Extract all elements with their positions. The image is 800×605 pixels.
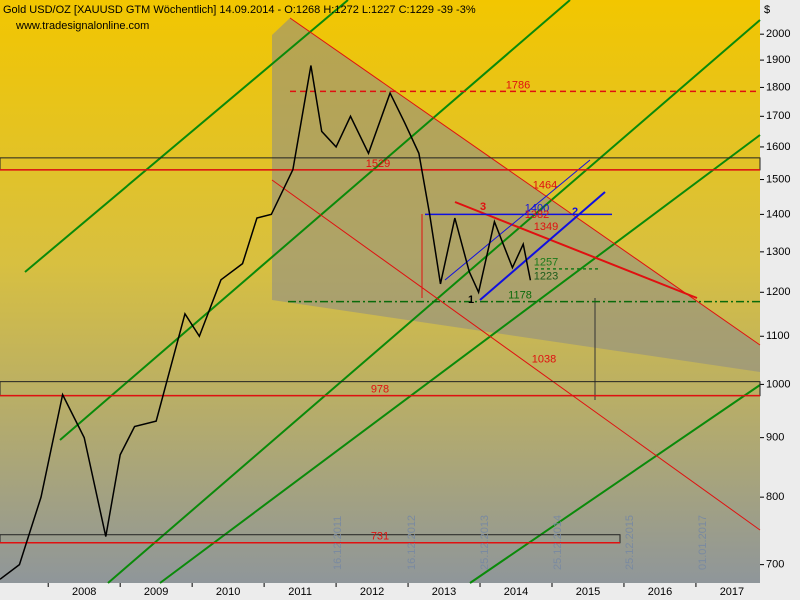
wave-label: 3 (480, 201, 486, 213)
x-tick-label: 2009 (144, 586, 168, 598)
y-axis-panel (760, 0, 800, 600)
y-tick-label: 1300 (766, 246, 790, 258)
y-tick-label: 1700 (766, 110, 790, 122)
x-tick-label: 2014 (504, 586, 528, 598)
x-tick-label: 2012 (360, 586, 384, 598)
level-label: 1382 (525, 209, 549, 221)
blue-channel (479, 191, 606, 301)
y-tick-label: 1100 (766, 330, 790, 342)
red-channel (271, 17, 761, 531)
y-tick-label: 700 (766, 559, 784, 571)
y-tick-label: 1900 (766, 54, 790, 66)
price-line (0, 65, 532, 580)
y-tick-label: 1800 (766, 81, 790, 93)
x-axis-panel (0, 583, 760, 600)
level-label: 1464 (533, 180, 557, 192)
date-label: 25.12.2015 (624, 515, 636, 570)
date-label: 25.12.2013 (479, 515, 491, 570)
y-tick-label: 1000 (766, 378, 790, 390)
level-label: 1257 (534, 257, 558, 269)
level-label: 978 (371, 384, 389, 396)
green-lines (24, 0, 761, 584)
level-label: 1400 (525, 202, 549, 214)
level-label: 1529 (366, 158, 390, 170)
y-tick-label: 1400 (766, 208, 790, 220)
date-label: 16.12.2012 (406, 515, 418, 570)
channel-band (272, 18, 760, 372)
level-label: 1349 (534, 221, 558, 233)
y-tick-label: 1600 (766, 141, 790, 153)
level-label: 1223 (534, 271, 558, 283)
blue-channel (444, 159, 591, 281)
level-label: 731 (371, 531, 389, 543)
chart-title: Gold USD/OZ [XAUUSD GTM Wöchentlich] 14.… (3, 4, 476, 16)
y-tick-label: 1500 (766, 173, 790, 185)
x-tick-label: 2016 (648, 586, 672, 598)
x-tick-label: 2017 (720, 586, 744, 598)
x-tick-label: 2010 (216, 586, 240, 598)
subtitle: www.tradesignalonline.com (15, 20, 149, 32)
wave-label: 2 (572, 206, 578, 218)
y-tick-label: 1200 (766, 286, 790, 298)
level-label: 1038 (532, 353, 556, 365)
date-label: 25.12.2014 (552, 515, 564, 570)
x-tick-label: 2008 (72, 586, 96, 598)
y-tick-label: 800 (766, 491, 784, 503)
level-label: 1178 (508, 290, 532, 302)
date-label: 16.12.2011 (332, 516, 344, 570)
level-label: 1786 (506, 79, 530, 91)
wave-label: 1 (468, 294, 474, 306)
y-unit: $ (764, 4, 770, 16)
x-tick-label: 2011 (288, 586, 312, 598)
x-tick-label: 2013 (432, 586, 456, 598)
x-tick-label: 2015 (576, 586, 600, 598)
y-tick-label: 900 (766, 432, 784, 444)
date-label: 01.01.2017 (697, 515, 709, 570)
y-tick-label: 2000 (766, 28, 790, 40)
